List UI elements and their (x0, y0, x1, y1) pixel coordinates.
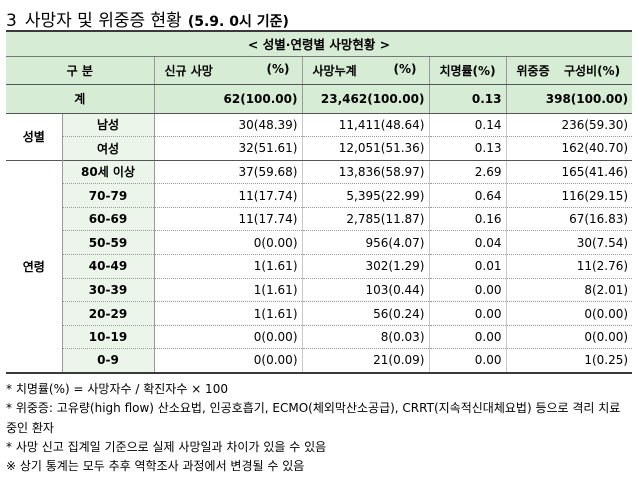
cell-critical: 165(41.46) (506, 160, 633, 185)
cell-new: 0(0.00) (154, 348, 303, 374)
total-new: 62(100.00) (154, 84, 303, 114)
table-row-total: 계 62(100.00) 23,462(100.00) 0.13 398(100… (6, 84, 633, 114)
cell-cum: 11,411(48.64) (302, 113, 430, 138)
row-label: 30-39 (62, 278, 155, 303)
cell-critical: 236(59.30) (506, 113, 633, 138)
table-row: 20-29 1(1.61) 56(0.24) 0.00 0(0.00) (6, 301, 633, 326)
cell-cum: 302(1.29) (302, 254, 430, 279)
cell-cum: 2,785(11.87) (302, 207, 430, 232)
cell-cum: 8(0.03) (302, 325, 430, 350)
row-label: 60-69 (62, 207, 155, 232)
footnote-fatality-definition: * 치명률(%) = 사망자수 / 확진자수 × 100 (6, 382, 228, 396)
row-label: 50-59 (62, 230, 155, 256)
cell-fatality: 0.00 (429, 348, 507, 374)
cell-fatality: 0.00 (429, 301, 507, 326)
table-row: 성별 남성 30(48.39) 11,411(48.64) 0.14 236(5… (6, 113, 633, 161)
row-label: 80세 이상 (62, 160, 155, 185)
cell-fatality: 2.69 (429, 160, 507, 185)
cell-new: 1(1.61) (154, 301, 303, 326)
sex-group-label: 성별 (6, 113, 63, 161)
header-fatality: 치명률(%) (429, 56, 507, 85)
cell-critical: 162(40.70) (506, 136, 633, 161)
cell-cum: 13,836(58.97) (302, 160, 430, 185)
table-row: 50-59 0(0.00) 956(4.07) 0.04 30(7.54) (6, 230, 633, 256)
total-fatality: 0.13 (429, 84, 507, 114)
table-row: 60-69 11(17.74) 2,785(11.87) 0.16 67(16.… (6, 207, 633, 232)
table-row: 0-9 0(0.00) 21(0.09) 0.00 1(0.25) (6, 348, 633, 374)
header-cum-deaths: 사망누계 (%) (302, 56, 430, 85)
cell-critical: 8(2.01) (506, 278, 633, 303)
cell-critical: 116(29.15) (506, 183, 633, 208)
cell-new: 37(59.68) (154, 160, 303, 185)
footnote-critical-definition: * 위중증: 고유량(high flow) 산소요법, 인공호흡기, ECMO(… (6, 401, 621, 435)
total-cum: 23,462(100.00) (302, 84, 430, 114)
cell-cum: 56(0.24) (302, 301, 430, 326)
table-row: 70-79 11(17.74) 5,395(22.99) 0.64 116(29… (6, 183, 633, 208)
row-label: 남성 (62, 113, 155, 138)
cell-fatality: 0.00 (429, 325, 507, 350)
cell-new: 30(48.39) (154, 113, 303, 138)
cell-fatality: 0.01 (429, 254, 507, 279)
cell-new: 0(0.00) (154, 325, 303, 350)
row-label: 10-19 (62, 325, 155, 350)
cell-new: 1(1.61) (154, 278, 303, 303)
row-label: 70-79 (62, 183, 155, 208)
cell-new: 0(0.00) (154, 230, 303, 256)
cell-new: 1(1.61) (154, 254, 303, 279)
death-status-table: < 성별·연령별 사망현황 > 구 분 신규 사망 (%) 사망누계 (%) 치명률… (6, 30, 633, 374)
total-critical: 398(100.00) (506, 84, 633, 114)
section-date: (5.9. 0시 기준) (187, 14, 289, 30)
cell-new: 32(51.61) (154, 136, 303, 161)
cell-critical: 0(0.00) (506, 325, 633, 350)
table-caption: < 성별·연령별 사망현황 > (6, 30, 633, 57)
table-caption-row: < 성별·연령별 사망현황 > (6, 30, 633, 57)
cell-fatality: 0.04 (429, 230, 507, 256)
table-header-row: 구 분 신규 사망 (%) 사망누계 (%) 치명률(%) 위중증 구성비(%) (6, 56, 633, 85)
table-row: 여성 32(51.61) 12,051(51.36) 0.13 162(40.7… (6, 136, 633, 161)
cell-fatality: 0.00 (429, 278, 507, 303)
footnote-report-date: * 사망 신고 집계일 기준으로 실제 사망일과 차이가 있을 수 있음 (6, 439, 327, 454)
row-label: 여성 (62, 136, 155, 161)
cell-fatality: 0.13 (429, 136, 507, 161)
cell-new: 11(17.74) (154, 207, 303, 232)
total-label: 계 (6, 84, 155, 114)
table-row: 연령 80세 이상 37(59.68) 13,836(58.97) 2.69 1… (6, 160, 633, 374)
cell-cum: 956(4.07) (302, 230, 430, 256)
cell-critical: 1(0.25) (506, 348, 633, 374)
cell-critical: 11(2.76) (506, 254, 633, 279)
row-label: 0-9 (62, 348, 155, 374)
cell-cum: 103(0.44) (302, 278, 430, 303)
row-label: 20-29 (62, 301, 155, 326)
cell-cum: 12,051(51.36) (302, 136, 430, 161)
cell-new: 11(17.74) (154, 183, 303, 208)
row-label: 40-49 (62, 254, 155, 279)
section-title: 사망자 및 위중증 현황 (24, 11, 182, 31)
cell-fatality: 0.64 (429, 183, 507, 208)
footnote-subject-to-change: ※ 상기 통계는 모두 추후 역학조사 과정에서 변경될 수 있음 (6, 459, 305, 474)
cell-fatality: 0.16 (429, 207, 507, 232)
cell-critical: 67(16.83) (506, 207, 633, 232)
cell-cum: 5,395(22.99) (302, 183, 430, 208)
table-row: 10-19 0(0.00) 8(0.03) 0.00 0(0.00) (6, 325, 633, 350)
table-row: 30-39 1(1.61) 103(0.44) 0.00 8(2.01) (6, 278, 633, 303)
header-critical: 위중증 구성비(%) (506, 56, 633, 85)
header-category: 구 분 (6, 56, 155, 85)
section-number: 3 (6, 11, 17, 31)
table-row: 40-49 1(1.61) 302(1.29) 0.01 11(2.76) (6, 254, 633, 279)
cell-critical: 0(0.00) (506, 301, 633, 326)
cell-cum: 21(0.09) (302, 348, 430, 374)
footnotes: * 치명률(%) = 사망자수 / 확진자수 × 100 * 위중증: 고유량(… (6, 380, 634, 476)
cell-fatality: 0.14 (429, 113, 507, 138)
header-new-deaths: 신규 사망 (%) (154, 56, 303, 85)
section-heading: 3 사망자 및 위중증 현황 (5.9. 0시 기준) (6, 6, 289, 31)
age-group-label: 연령 (6, 160, 63, 374)
cell-critical: 30(7.54) (506, 230, 633, 256)
